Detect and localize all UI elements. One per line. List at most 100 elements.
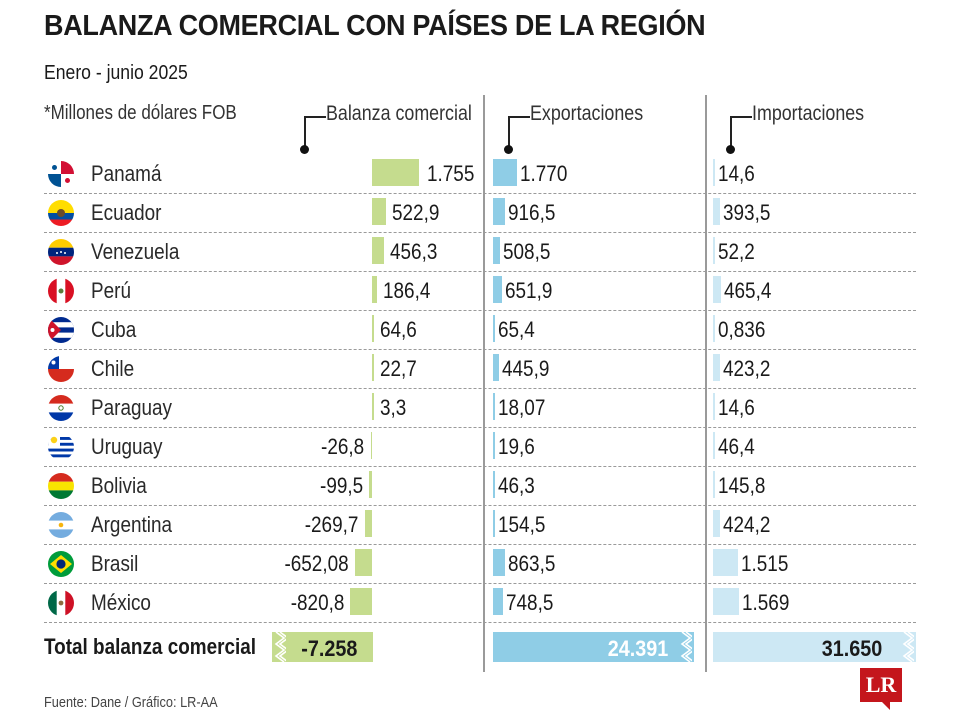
paraguay-flag	[48, 395, 74, 421]
header-dot-balanza	[300, 145, 309, 154]
importaciones-value: 0,836	[717, 317, 765, 342]
importaciones-bar	[713, 276, 721, 303]
balanza-bar	[372, 276, 377, 303]
balanza-value: -820,8	[290, 590, 344, 615]
balanza-bar	[372, 198, 386, 225]
total-balanza-value: -7.258	[300, 636, 357, 661]
row-divider	[44, 271, 916, 272]
uruguay-flag	[48, 434, 74, 460]
importaciones-value: 1.515	[741, 551, 789, 576]
header-pointer-exportaciones	[508, 116, 530, 118]
exportaciones-bar	[493, 315, 495, 342]
balanza-value: -99,5	[320, 473, 364, 498]
chart-subtitle: Enero - junio 2025	[44, 62, 188, 84]
balanza-bar	[364, 510, 372, 537]
importaciones-value: 52,2	[717, 239, 755, 264]
country-name: Cuba	[91, 317, 137, 342]
lr-logo-tail	[882, 702, 890, 710]
importaciones-bar	[713, 159, 715, 186]
exportaciones-value: 46,3	[497, 473, 535, 498]
column-separator	[705, 95, 707, 672]
exportaciones-bar	[493, 588, 504, 615]
importaciones-bar	[713, 354, 720, 381]
importaciones-value: 14,6	[717, 161, 755, 186]
column-separator	[483, 95, 485, 672]
importaciones-bar	[713, 198, 720, 225]
country-name: Argentina	[91, 512, 173, 537]
header-pointer-line-exportaciones	[508, 116, 510, 146]
exportaciones-value: 154,5	[498, 512, 546, 537]
importaciones-value: 465,4	[723, 278, 772, 303]
total-importaciones-value: 31.650	[821, 636, 882, 661]
table-row: Uruguay -26,8 19,6 46,4	[44, 428, 916, 467]
brasil-flag	[48, 551, 74, 577]
exportaciones-value: 651,9	[504, 278, 553, 303]
table-row: Ecuador 522,9 916,5 393,5	[44, 194, 916, 233]
row-divider	[44, 505, 916, 506]
mexico-flag	[48, 590, 74, 616]
total-importaciones-box: 31.650	[713, 632, 916, 662]
balanza-bar	[370, 432, 372, 459]
exportaciones-bar	[493, 237, 500, 264]
country-name: Venezuela	[91, 239, 180, 264]
table-row: Argentina -269,7 154,5 424,2	[44, 506, 916, 545]
exportaciones-bar	[493, 354, 500, 381]
peru-flag	[48, 278, 74, 304]
country-name: Bolivia	[91, 473, 147, 498]
balanza-bar	[372, 159, 419, 186]
exportaciones-value: 65,4	[497, 317, 535, 342]
ecuador-flag	[48, 200, 74, 226]
zigzag-edge	[680, 632, 692, 662]
country-name: México	[91, 590, 151, 615]
balanza-bar	[372, 315, 374, 342]
table-row: Bolivia -99,5 46,3 145,8	[44, 467, 916, 506]
exportaciones-bar	[493, 549, 505, 576]
balanza-value: 64,6	[379, 317, 417, 342]
country-name: Perú	[91, 278, 131, 303]
header-pointer-line-importaciones	[730, 116, 732, 146]
exportaciones-bar	[493, 276, 502, 303]
table-row: Cuba 64,6 65,4 0,836	[44, 311, 916, 350]
exportaciones-value: 1.770	[520, 161, 568, 186]
row-divider	[44, 622, 916, 623]
row-divider	[44, 193, 916, 194]
total-label: Total balanza comercial	[44, 634, 257, 659]
panama-flag	[48, 161, 74, 187]
column-header-exportaciones: Exportaciones	[530, 102, 644, 125]
row-divider	[44, 388, 916, 389]
importaciones-bar	[713, 432, 715, 459]
balanza-bar	[372, 237, 385, 264]
header-dot-importaciones	[726, 145, 735, 154]
balanza-value: 456,3	[390, 239, 438, 264]
country-name: Paraguay	[91, 395, 173, 420]
balanza-bar	[372, 354, 374, 381]
balanza-value: 22,7	[379, 356, 417, 381]
row-divider	[44, 349, 916, 350]
header-pointer-balanza	[304, 116, 326, 118]
importaciones-bar	[713, 393, 715, 420]
importaciones-value: 424,2	[723, 512, 771, 537]
exportaciones-value: 863,5	[507, 551, 556, 576]
table-row: Chile 22,7 445,9 423,2	[44, 350, 916, 389]
importaciones-value: 393,5	[722, 200, 770, 225]
venezuela-flag	[48, 239, 74, 265]
balanza-bar	[354, 549, 372, 576]
header-dot-exportaciones	[504, 145, 513, 154]
country-name: Panamá	[91, 161, 162, 186]
argentina-flag	[48, 512, 74, 538]
exportaciones-bar	[493, 393, 495, 420]
importaciones-value: 145,8	[718, 473, 766, 498]
exportaciones-value: 508,5	[502, 239, 551, 264]
exportaciones-value: 916,5	[508, 200, 556, 225]
country-name: Ecuador	[91, 200, 162, 225]
source-note: Fuente: Dane / Gráfico: LR-AA	[44, 694, 218, 711]
bolivia-flag	[48, 473, 74, 499]
cuba-flag	[48, 317, 74, 343]
unit-note: *Millones de dólares FOB	[44, 102, 237, 124]
chart-title: BALANZA COMERCIAL CON PAÍSES DE LA REGIÓ…	[44, 10, 706, 42]
balanza-value: 1.755	[427, 161, 475, 186]
importaciones-bar	[713, 588, 739, 615]
exportaciones-bar	[493, 510, 496, 537]
column-header-importaciones: Importaciones	[752, 102, 865, 125]
total-exportaciones-value: 24.391	[607, 636, 668, 661]
